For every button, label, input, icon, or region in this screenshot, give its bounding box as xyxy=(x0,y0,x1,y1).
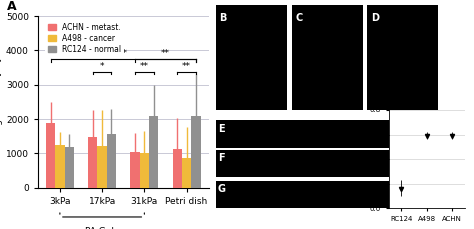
Text: **: ** xyxy=(182,62,191,71)
Text: *: * xyxy=(100,62,104,71)
Bar xyxy=(55,145,64,188)
Y-axis label: Young Modulus [Pa]: Young Modulus [Pa] xyxy=(0,58,3,146)
Text: A: A xyxy=(7,0,17,13)
Bar xyxy=(173,149,182,188)
Legend: ACHN - metast., A498 - cancer, RC124 - normal: ACHN - metast., A498 - cancer, RC124 - n… xyxy=(45,20,124,57)
Text: **: ** xyxy=(140,62,149,71)
Text: H: H xyxy=(392,98,401,108)
Text: PA Gels: PA Gels xyxy=(85,227,119,229)
Bar xyxy=(130,152,140,188)
Text: D: D xyxy=(371,13,379,23)
Bar xyxy=(107,134,116,188)
Text: F: F xyxy=(218,153,225,163)
Bar xyxy=(191,116,201,188)
Bar xyxy=(98,146,107,188)
Bar xyxy=(149,116,158,188)
Bar xyxy=(140,153,149,188)
Text: E: E xyxy=(218,123,225,134)
Text: **: ** xyxy=(161,49,170,58)
Text: G: G xyxy=(218,184,226,194)
Bar xyxy=(46,123,55,188)
Bar xyxy=(88,137,98,188)
Text: C: C xyxy=(295,13,302,23)
Text: B: B xyxy=(219,13,227,23)
Bar xyxy=(182,158,191,188)
Bar xyxy=(64,147,74,188)
Text: **: ** xyxy=(119,49,128,58)
